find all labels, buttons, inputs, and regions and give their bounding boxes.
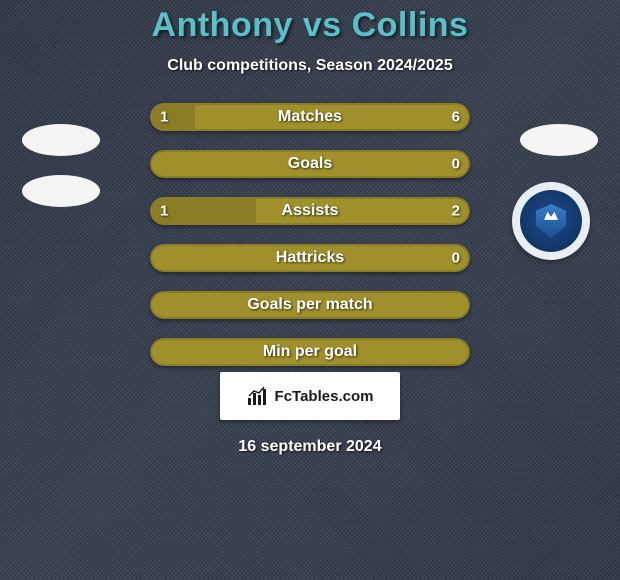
bar-label: Matches [278, 108, 342, 126]
content-wrapper: Anthony vs Collins Club competitions, Se… [0, 0, 620, 580]
source-text: FcTables.com [275, 388, 374, 405]
stat-bar: Min per goal [150, 338, 470, 366]
bar-value-right: 0 [452, 250, 460, 267]
bar-value-left: 1 [160, 109, 168, 126]
date-text: 16 september 2024 [238, 438, 381, 456]
bar-label: Assists [282, 202, 339, 220]
club-right-logo [512, 182, 590, 260]
bar-value-right: 0 [452, 156, 460, 173]
bar-value-right: 6 [452, 109, 460, 126]
chart-icon [247, 386, 269, 406]
bar-fill-left [150, 103, 195, 131]
shield-icon [536, 204, 566, 238]
bar-value-right: 2 [452, 203, 460, 220]
bar-label: Hattricks [276, 249, 344, 267]
club-left-avatar [22, 175, 100, 207]
player-left-avatar [22, 124, 100, 156]
bar-label: Min per goal [263, 343, 357, 361]
bar-value-left: 1 [160, 203, 168, 220]
bar-label: Goals per match [247, 296, 372, 314]
source-badge: FcTables.com [220, 372, 400, 420]
bar-label: Goals [288, 155, 332, 173]
page-title: Anthony vs Collins [152, 6, 469, 45]
club-badge-inner [520, 190, 582, 252]
stat-bar: Matches 1 6 [150, 103, 470, 131]
subtitle: Club competitions, Season 2024/2025 [167, 57, 452, 75]
stat-bar: Assists 1 2 [150, 197, 470, 225]
stat-bar: Hattricks 0 [150, 244, 470, 272]
player-right-avatar [520, 124, 598, 156]
stat-bar: Goals 0 [150, 150, 470, 178]
stat-bar: Goals per match [150, 291, 470, 319]
